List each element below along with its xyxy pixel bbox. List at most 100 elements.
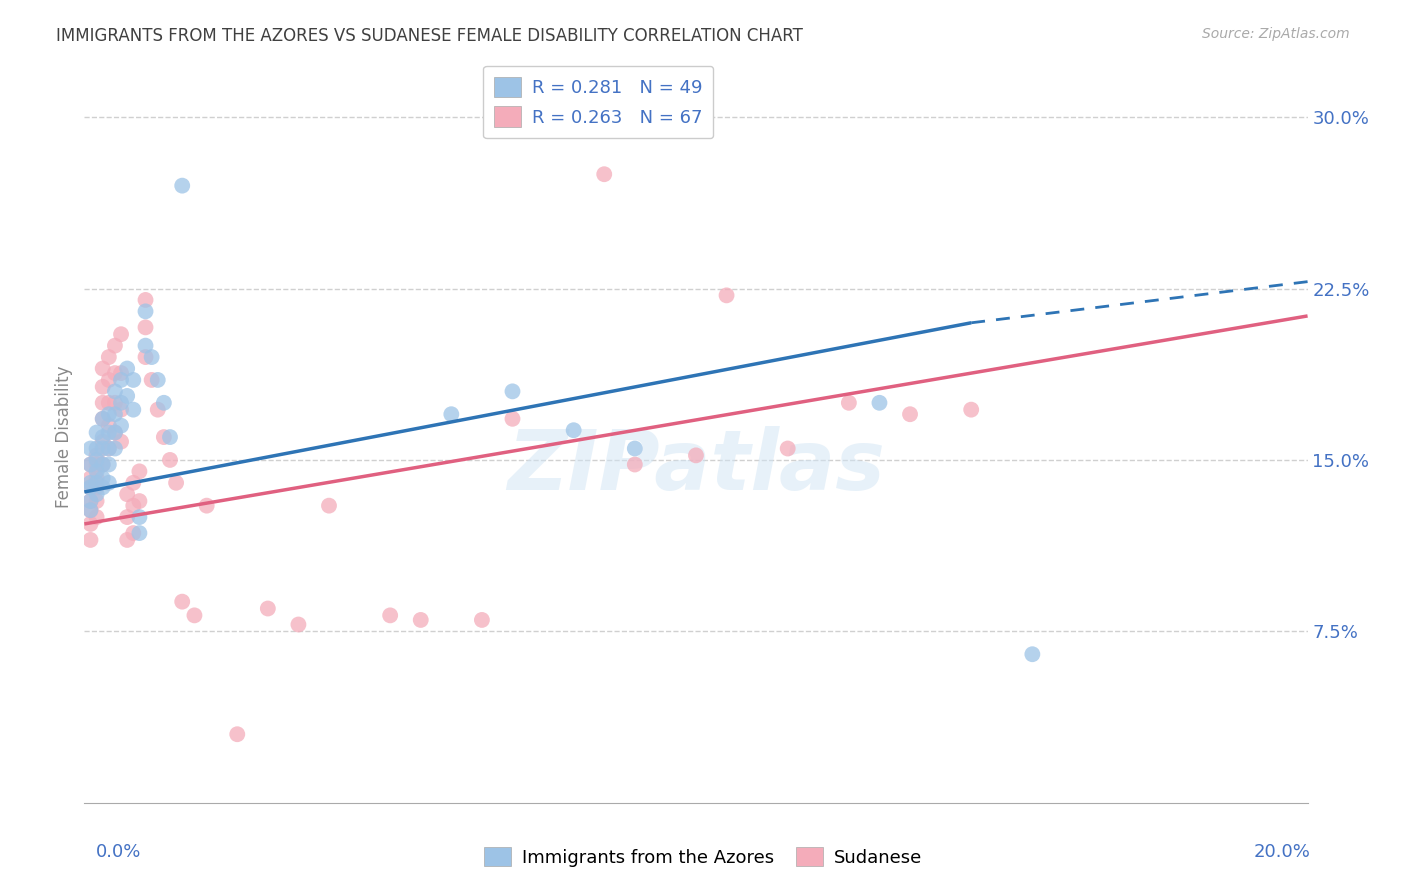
Point <box>86 475 108 490</box>
Point <box>716 288 738 302</box>
Point <box>110 373 132 387</box>
Point <box>86 442 108 456</box>
Point <box>79 533 101 547</box>
Point <box>86 458 108 472</box>
Point <box>110 327 132 342</box>
Point <box>110 418 132 433</box>
Point <box>380 608 402 623</box>
Point <box>135 293 157 307</box>
Point <box>128 494 150 508</box>
Point <box>135 320 157 334</box>
Point <box>685 449 707 463</box>
Point <box>226 727 249 741</box>
Point <box>104 425 127 440</box>
Point <box>165 475 187 490</box>
Point <box>135 350 157 364</box>
Point <box>79 458 101 472</box>
Point <box>86 510 108 524</box>
Point <box>79 458 101 472</box>
Point <box>79 503 101 517</box>
Text: Source: ZipAtlas.com: Source: ZipAtlas.com <box>1202 27 1350 41</box>
Point <box>146 373 169 387</box>
Point <box>122 402 145 417</box>
Point <box>91 480 114 494</box>
Point <box>838 396 860 410</box>
Point <box>318 499 340 513</box>
Point <box>86 464 108 478</box>
Point <box>183 608 205 623</box>
Point <box>110 366 132 380</box>
Point <box>110 396 132 410</box>
Point <box>502 384 524 399</box>
Point <box>79 503 101 517</box>
Point <box>97 475 120 490</box>
Point <box>97 407 120 421</box>
Point <box>110 402 132 417</box>
Point <box>97 396 120 410</box>
Point <box>91 380 114 394</box>
Point <box>115 389 138 403</box>
Point <box>153 396 176 410</box>
Point <box>86 480 108 494</box>
Point <box>79 516 101 531</box>
Point <box>159 453 181 467</box>
Point <box>287 617 309 632</box>
Point <box>86 471 108 485</box>
Point <box>128 464 150 478</box>
Point <box>135 338 157 352</box>
Point <box>122 373 145 387</box>
Point <box>122 526 145 541</box>
Point <box>115 533 138 547</box>
Point <box>110 434 132 449</box>
Point <box>97 442 120 456</box>
Point <box>79 442 101 456</box>
Point <box>502 412 524 426</box>
Point <box>869 396 891 410</box>
Point <box>146 402 169 417</box>
Point <box>91 442 114 456</box>
Point <box>122 475 145 490</box>
Point <box>79 475 101 490</box>
Point <box>593 167 616 181</box>
Point <box>86 494 108 508</box>
Point <box>409 613 432 627</box>
Point <box>97 418 120 433</box>
Point <box>86 487 108 501</box>
Point <box>898 407 921 421</box>
Point <box>1021 647 1043 661</box>
Point <box>79 494 101 508</box>
Point <box>97 373 120 387</box>
Point <box>91 458 114 472</box>
Point <box>104 407 127 421</box>
Point <box>91 471 114 485</box>
Point <box>79 480 101 494</box>
Point <box>104 442 127 456</box>
Point <box>115 487 138 501</box>
Point <box>97 350 120 364</box>
Point <box>159 430 181 444</box>
Point <box>104 384 127 399</box>
Point <box>257 601 280 615</box>
Point <box>172 595 194 609</box>
Point <box>135 304 157 318</box>
Point <box>141 350 163 364</box>
Point <box>104 396 127 410</box>
Point <box>86 453 108 467</box>
Point <box>97 458 120 472</box>
Point <box>91 434 114 449</box>
Point <box>115 361 138 376</box>
Point <box>79 494 101 508</box>
Point <box>195 499 218 513</box>
Point <box>562 423 585 437</box>
Legend: R = 0.281   N = 49, R = 0.263   N = 67: R = 0.281 N = 49, R = 0.263 N = 67 <box>484 66 713 138</box>
Legend: Immigrants from the Azores, Sudanese: Immigrants from the Azores, Sudanese <box>477 840 929 874</box>
Y-axis label: Female Disability: Female Disability <box>55 366 73 508</box>
Point <box>122 499 145 513</box>
Point <box>960 402 983 417</box>
Point <box>86 449 108 463</box>
Point <box>776 442 799 456</box>
Point <box>104 366 127 380</box>
Point <box>91 412 114 426</box>
Point <box>115 510 138 524</box>
Text: ZIPatlas: ZIPatlas <box>508 425 884 507</box>
